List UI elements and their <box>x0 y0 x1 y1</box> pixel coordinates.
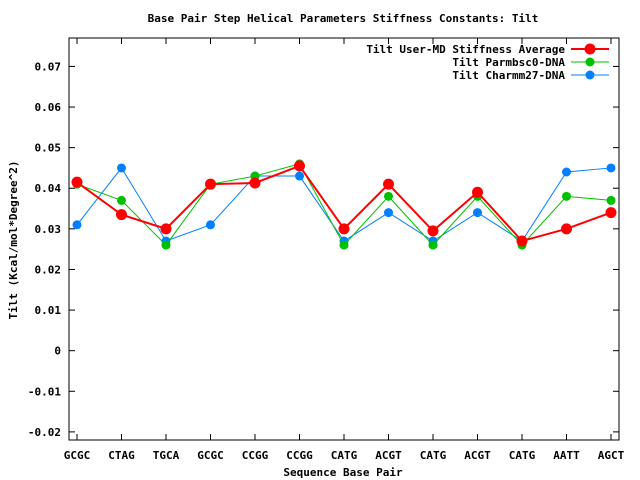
data-point <box>561 223 572 235</box>
series-1 <box>72 159 616 250</box>
data-point <box>428 240 438 250</box>
data-point <box>384 208 393 218</box>
axis-ticks: -0.02 -0.01 0 0.01 0.02 0.03 0.04 0.05 0.06 0.07 G… <box>28 38 625 462</box>
y-tick-label: 0.03 <box>35 223 62 236</box>
x-tick-label: AATT <box>553 449 580 462</box>
y-tick-label: 0.04 <box>35 182 62 195</box>
y-tick-label: -0.01 <box>28 385 61 398</box>
x-tick-label: TGCA <box>153 449 180 462</box>
y-axis-label: Tilt (Kcal/mol*Degree^2) <box>7 161 20 320</box>
data-point <box>383 178 394 190</box>
legend-marker <box>585 57 595 67</box>
x-tick-label: CATG <box>420 449 447 462</box>
y-tick-label: 0.05 <box>35 142 62 155</box>
data-point <box>339 240 349 250</box>
x-tick-label: CTAG <box>108 449 135 462</box>
data-point <box>338 223 350 235</box>
x-tick-label: CATG <box>331 449 358 462</box>
data-point <box>384 191 393 201</box>
data-point <box>116 209 127 221</box>
data-point <box>117 195 126 205</box>
data-point <box>295 171 304 181</box>
x-tick-label: GCGC <box>197 449 224 462</box>
legend-marker <box>585 70 595 80</box>
legend-label: Tilt Parmbsc0-DNA <box>452 56 565 69</box>
x-tick-label: ACGT <box>375 449 402 462</box>
data-point <box>206 220 215 230</box>
data-point <box>249 177 261 189</box>
data-point <box>472 186 483 198</box>
x-tick-label: ACGT <box>464 449 491 462</box>
chart-title: Base Pair Step Helical Parameters Stiffn… <box>148 12 539 25</box>
y-tick-label: 0.01 <box>35 304 62 317</box>
data-point <box>205 178 216 190</box>
y-tick-label: 0.06 <box>35 101 62 114</box>
x-tick-label: CCGG <box>242 449 269 462</box>
legend-marker <box>584 43 596 55</box>
y-tick-label: 0.07 <box>35 60 62 73</box>
x-tick-label: CCGG <box>286 449 313 462</box>
data-point <box>606 195 616 205</box>
data-point <box>161 240 171 250</box>
y-tick-label: 0.02 <box>35 263 62 276</box>
data-point <box>160 223 172 235</box>
x-tick-label: GCGC <box>64 449 91 462</box>
legend-label: Tilt Charmm27-DNA <box>452 69 565 82</box>
data-point <box>427 225 439 237</box>
legend-label: Tilt User-MD Stiffness Average <box>366 43 565 56</box>
data-point <box>516 235 528 247</box>
data-point <box>294 160 305 172</box>
data-point <box>562 191 571 201</box>
series-0 <box>71 160 617 247</box>
x-tick-label: CATG <box>509 449 536 462</box>
x-axis-label: Sequence Base Pair <box>283 466 403 479</box>
data-point <box>117 163 126 173</box>
data-point <box>473 208 482 218</box>
data-point <box>606 163 616 173</box>
data-point <box>562 167 571 177</box>
series-layer <box>71 159 617 250</box>
data-point <box>605 207 617 219</box>
data-point <box>72 220 82 230</box>
y-tick-label: -0.02 <box>28 426 61 439</box>
data-point <box>71 176 83 188</box>
y-tick-label: 0 <box>54 345 61 358</box>
x-tick-label: AGCT <box>598 449 625 462</box>
